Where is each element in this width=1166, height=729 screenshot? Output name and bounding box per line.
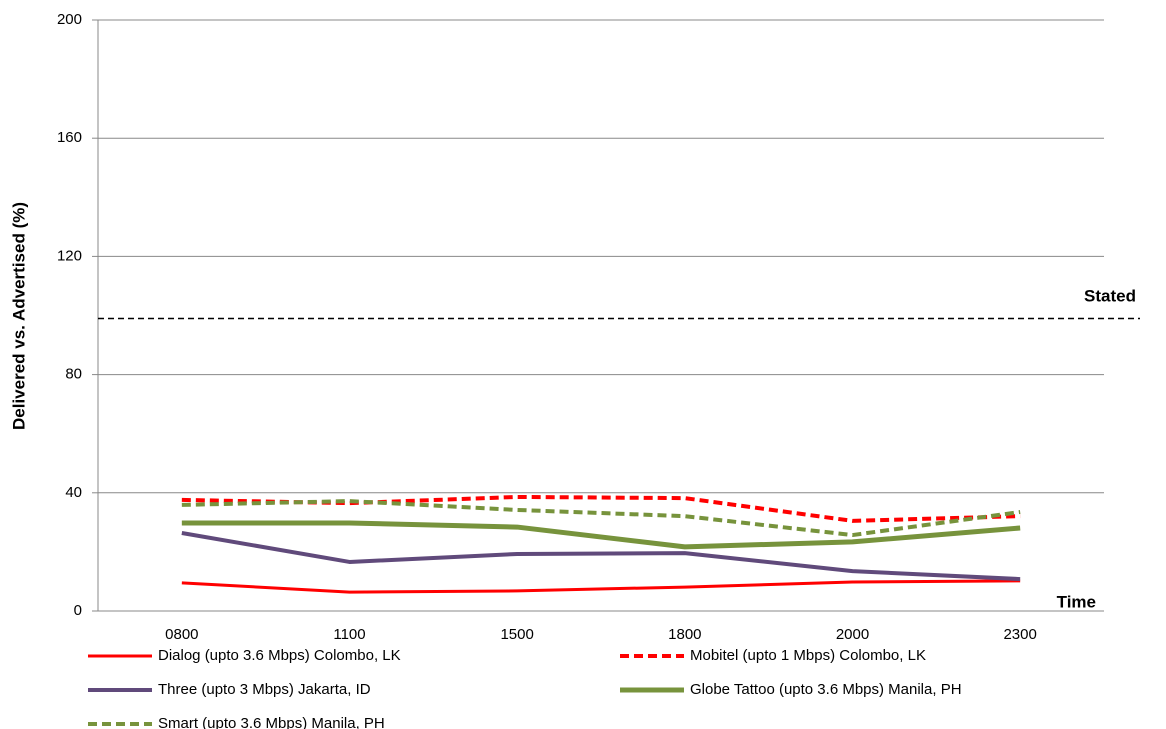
series-line (181, 579, 1021, 594)
y-tick-label: 200 (57, 11, 82, 28)
y-axis-label: Delivered vs. Advertised (%) (9, 202, 28, 430)
legend-label: Three (upto 3 Mbps) Jakarta, ID (158, 681, 371, 698)
reference-label: Stated (1084, 286, 1136, 305)
series-line (181, 531, 1021, 582)
x-axis-label: Time (1057, 592, 1096, 611)
series-line (181, 494, 1021, 523)
series-line (181, 520, 1021, 550)
y-tick-label: 120 (57, 247, 82, 264)
x-tick-label: 2300 (1003, 626, 1036, 643)
y-tick-label: 160 (57, 129, 82, 146)
legend-label: Mobitel (upto 1 Mbps) Colombo, LK (690, 647, 926, 664)
x-tick-label: 1500 (500, 626, 533, 643)
x-tick-label: 2000 (836, 626, 869, 643)
legend-label: Smart (upto 3.6 Mbps) Manila, PH (158, 715, 385, 729)
series-line (181, 499, 1021, 538)
y-tick-label: 80 (65, 366, 82, 383)
x-tick-label: 0800 (165, 626, 198, 643)
legend-label: Globe Tattoo (upto 3.6 Mbps) Manila, PH (690, 681, 962, 698)
x-tick-label: 1100 (333, 626, 365, 643)
legend-label: Dialog (upto 3.6 Mbps) Colombo, LK (158, 647, 401, 664)
y-tick-label: 40 (65, 484, 82, 501)
x-tick-label: 1800 (668, 626, 701, 643)
y-tick-label: 0 (74, 602, 82, 619)
